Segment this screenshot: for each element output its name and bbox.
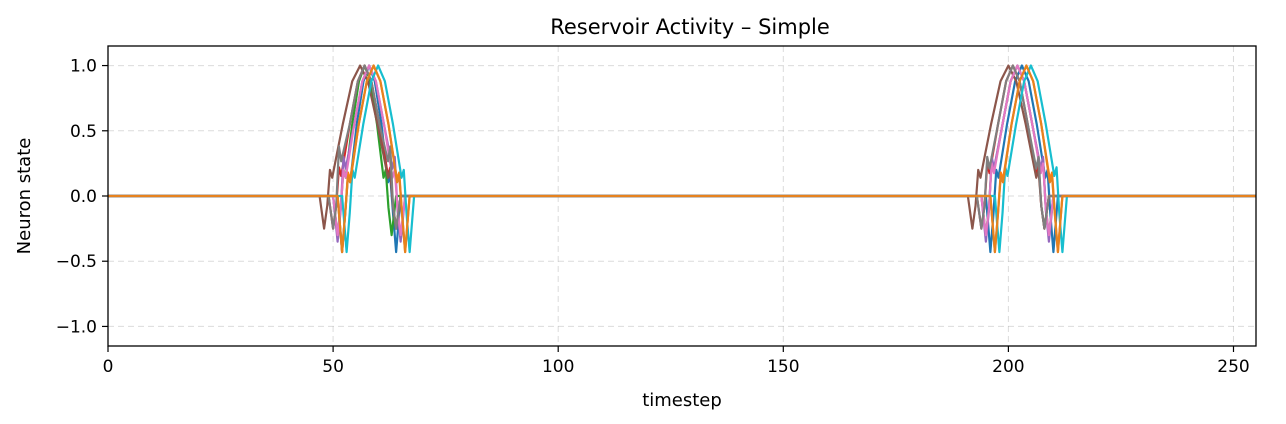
series-line-5 [108,64,1256,243]
y-axis-label: Neuron state [14,138,35,255]
series-line-1 [108,64,1256,254]
x-tick-label: 0 [103,357,114,377]
y-tick-label: 0.5 [70,122,97,142]
y-tick-label: 1.0 [70,57,97,77]
chart-title: Reservoir Activity – Simple [550,15,830,39]
series-line-10 [108,64,1256,254]
y-tick-label: −0.5 [56,252,97,272]
series-line-6 [108,64,1256,230]
x-tick-label: 250 [1217,357,1249,377]
plot-area [108,64,1256,254]
series-line-9 [108,64,1256,254]
x-axis-label: timestep [642,390,722,411]
x-tick-label: 150 [767,357,799,377]
x-tick-label: 200 [992,357,1024,377]
series-line-3 [108,64,1256,237]
y-tick-label: −1.0 [56,317,97,337]
series-layer [108,64,1256,254]
series-line-2 [108,64,1256,254]
series-line-8 [108,64,1256,230]
axis-ticks: 0 50 100 150 200 250 −1.0 −0.5 0.0 0.5 1.0 [56,57,1250,377]
y-tick-label: 0.0 [70,187,97,207]
x-tick-label: 100 [542,357,574,377]
x-tick-label: 50 [322,357,344,377]
series-line-7 [108,64,1256,237]
series-line-4 [108,64,1256,230]
